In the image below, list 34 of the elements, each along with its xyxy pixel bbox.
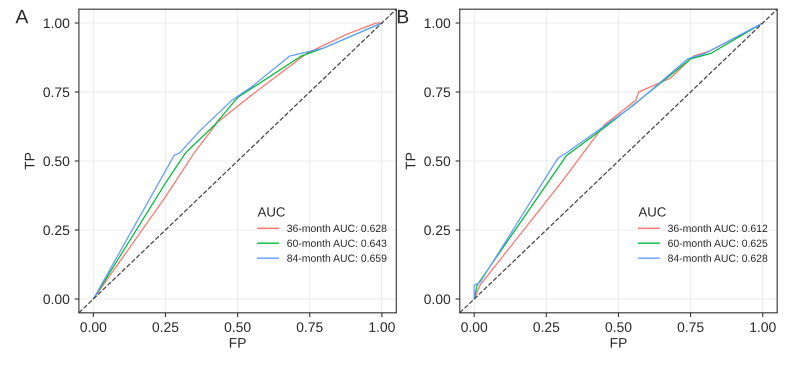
y-tick-label: 1.00 [424, 18, 450, 28]
x-tick-label: 0.75 [678, 322, 704, 332]
x-tick-label: 0.50 [224, 322, 251, 332]
legend-label: 60-month AUC: 0.643 [287, 239, 386, 247]
x-tick-label: 1.00 [750, 322, 776, 332]
legend-title: AUC [258, 207, 285, 217]
y-tick-label: 0.75 [424, 87, 450, 98]
y-tick-label: 1.00 [44, 18, 70, 28]
legend-label: 84-month AUC: 0.659 [287, 254, 386, 262]
x-axis-title: FP [230, 338, 246, 348]
y-tick-label: 0.50 [43, 156, 70, 166]
legend-label: 36-month AUC: 0.612 [668, 224, 768, 232]
chart-title: A [15, 10, 28, 24]
legend-label: 36-month AUC: 0.628 [287, 224, 386, 232]
chart-title: B [398, 10, 408, 24]
y-tick-label: 0.00 [43, 294, 70, 304]
x-tick-label: 0.25 [533, 322, 560, 332]
legend-label: 84-month AUC: 0.628 [668, 254, 768, 262]
x-axis-title: FP [610, 338, 627, 348]
y-axis-title: TP [24, 152, 34, 170]
y-tick-label: 0.50 [424, 156, 450, 166]
y-axis-title: TP [406, 152, 416, 170]
x-tick-label: 0.00 [461, 322, 488, 332]
x-tick-label: 0.75 [296, 322, 323, 332]
legend-label: 60-month AUC: 0.625 [668, 239, 768, 247]
y-tick-label: 0.00 [424, 294, 450, 304]
x-tick-label: 0.50 [605, 322, 632, 332]
y-tick-label: 0.75 [43, 87, 70, 98]
legend-title: AUC [638, 207, 666, 217]
y-tick-label: 0.25 [424, 225, 450, 236]
x-tick-label: 0.25 [152, 322, 178, 332]
x-tick-label: 1.00 [369, 322, 395, 332]
x-tick-label: 0.00 [80, 322, 106, 332]
y-tick-label: 0.25 [43, 225, 70, 236]
